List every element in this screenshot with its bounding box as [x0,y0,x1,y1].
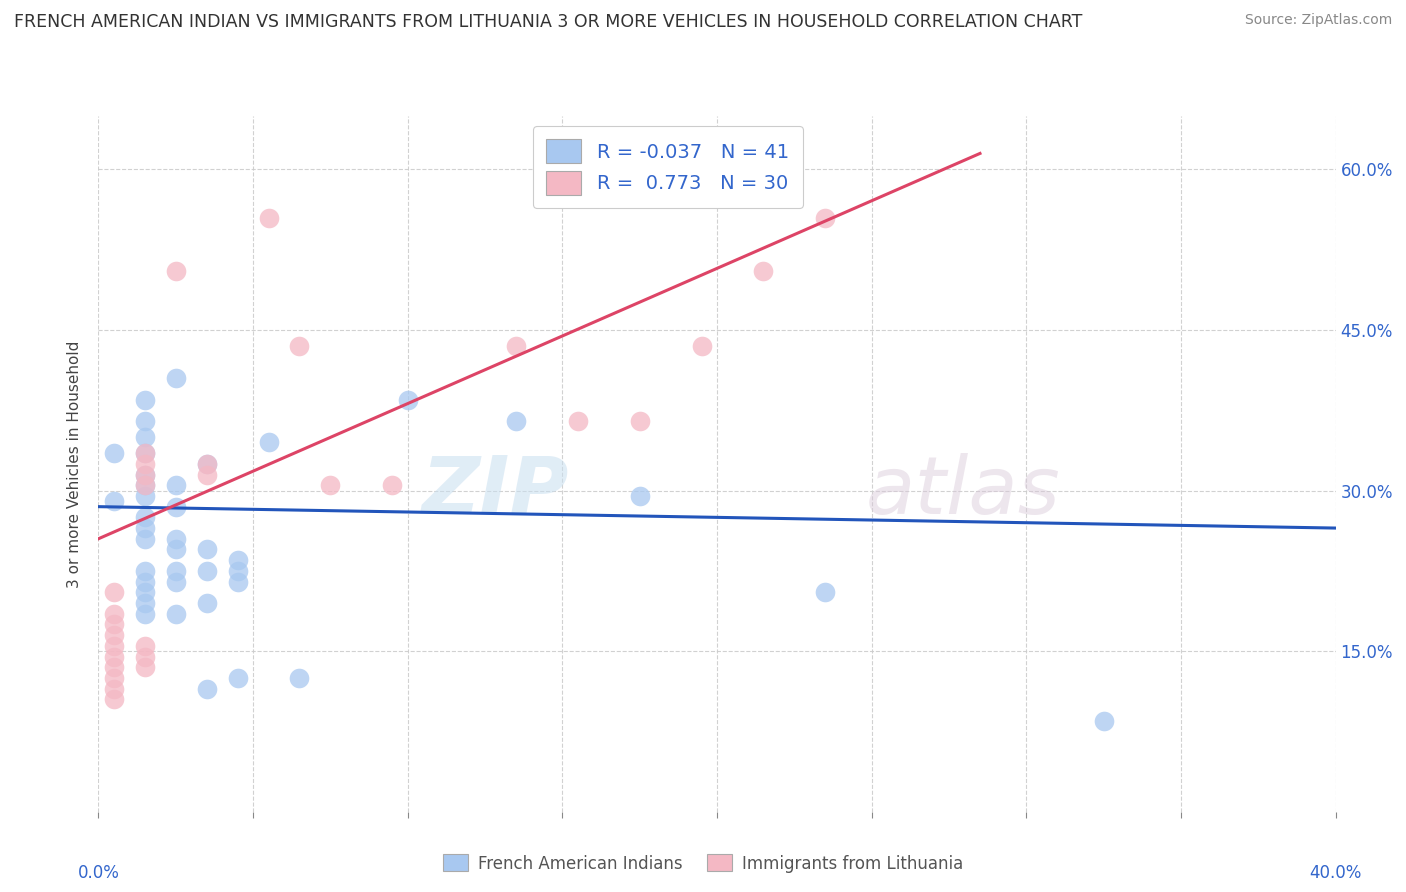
Point [103,639,125,653]
Point [103,494,125,508]
Point [319,478,342,492]
Point [257,435,280,450]
Legend: French American Indians, Immigrants from Lithuania: French American Indians, Immigrants from… [436,847,970,880]
Point [226,574,249,589]
Point [505,339,527,353]
Point [134,467,156,482]
Point [814,585,837,599]
Point [567,414,589,428]
Point [396,392,419,407]
Point [134,532,156,546]
Point [134,478,156,492]
Point [134,478,156,492]
Point [1092,714,1115,728]
Point [165,574,187,589]
Point [195,596,218,610]
Point [103,649,125,664]
Point [134,596,156,610]
Point [103,617,125,632]
Point [226,671,249,685]
Point [134,510,156,524]
Point [103,671,125,685]
Text: FRENCH AMERICAN INDIAN VS IMMIGRANTS FROM LITHUANIA 3 OR MORE VEHICLES IN HOUSEH: FRENCH AMERICAN INDIAN VS IMMIGRANTS FRO… [14,13,1083,31]
Point [165,542,187,557]
Point [134,446,156,460]
Point [165,564,187,578]
Point [195,457,218,471]
Text: ZIP: ZIP [422,452,568,531]
Point [165,607,187,621]
Point [134,489,156,503]
Point [195,467,218,482]
Point [103,607,125,621]
Point [505,414,527,428]
Point [628,414,651,428]
Point [165,478,187,492]
Point [103,446,125,460]
Point [103,628,125,642]
Point [165,532,187,546]
Point [134,467,156,482]
Point [134,392,156,407]
Point [134,430,156,444]
Point [103,585,125,599]
Point [628,489,651,503]
Point [134,649,156,664]
Point [195,457,218,471]
Point [134,521,156,535]
Point [690,339,713,353]
Point [165,500,187,514]
Point [134,414,156,428]
Y-axis label: 3 or more Vehicles in Household: 3 or more Vehicles in Household [67,340,83,588]
Point [134,564,156,578]
Text: Source: ZipAtlas.com: Source: ZipAtlas.com [1244,13,1392,28]
Point [288,671,311,685]
Point [103,660,125,674]
Point [226,564,249,578]
Point [226,553,249,567]
Point [195,681,218,696]
Legend: R = -0.037   N = 41, R =  0.773   N = 30: R = -0.037 N = 41, R = 0.773 N = 30 [533,126,803,208]
Point [103,692,125,706]
Point [134,457,156,471]
Point [381,478,404,492]
Point [195,564,218,578]
Text: 0.0%: 0.0% [77,863,120,882]
Point [257,211,280,225]
Point [165,264,187,278]
Point [134,660,156,674]
Point [165,371,187,385]
Text: atlas: atlas [866,452,1060,531]
Point [134,607,156,621]
Point [288,339,311,353]
Point [134,574,156,589]
Point [134,585,156,599]
Text: 40.0%: 40.0% [1309,863,1362,882]
Point [752,264,775,278]
Point [103,681,125,696]
Point [134,446,156,460]
Point [195,542,218,557]
Point [814,211,837,225]
Point [134,639,156,653]
